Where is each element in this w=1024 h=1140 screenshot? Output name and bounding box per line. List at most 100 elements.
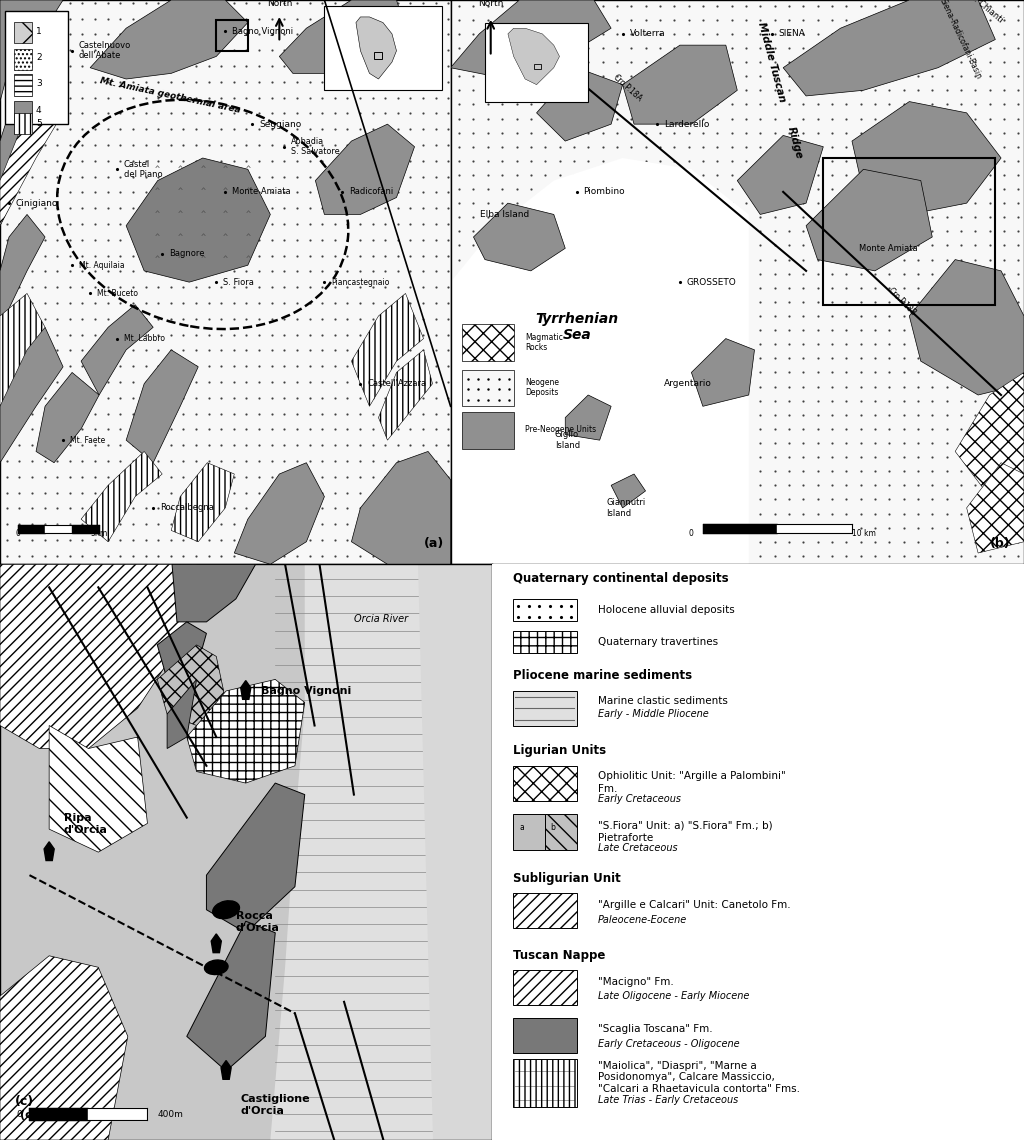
Text: ^: ^: [178, 255, 182, 264]
Bar: [513, 691, 577, 726]
Text: Mt. Aquilaia: Mt. Aquilaia: [79, 261, 125, 270]
Text: Volterra: Volterra: [630, 30, 666, 39]
Polygon shape: [36, 373, 99, 463]
Text: ^: ^: [156, 187, 160, 196]
Text: ^: ^: [223, 210, 227, 219]
Text: Fm.: Fm.: [598, 784, 617, 793]
Polygon shape: [241, 681, 251, 699]
Polygon shape: [221, 1060, 231, 1080]
Text: ^: ^: [156, 233, 160, 242]
Text: Late Trias - Early Cretaceous: Late Trias - Early Cretaceous: [598, 1094, 738, 1105]
Polygon shape: [852, 101, 1001, 214]
Bar: [545, 814, 577, 849]
Text: Ophiolitic Unit: "Argille a Palombini": Ophiolitic Unit: "Argille a Palombini": [598, 771, 785, 781]
Text: Mt. Amiata geothermal area: Mt. Amiata geothermal area: [99, 76, 242, 115]
Bar: [216, 19, 248, 51]
Polygon shape: [211, 934, 221, 953]
Polygon shape: [172, 564, 256, 621]
Polygon shape: [158, 645, 226, 725]
Text: Bagno Vignoni: Bagno Vignoni: [232, 26, 293, 35]
Text: "Argille e Calcari" Unit: Canetolo Fm.: "Argille e Calcari" Unit: Canetolo Fm.: [598, 901, 791, 910]
Text: ^: ^: [156, 210, 160, 219]
Bar: [13, 113, 32, 135]
Polygon shape: [379, 350, 432, 440]
Bar: [325, 6, 441, 90]
Text: ^: ^: [246, 233, 250, 242]
Polygon shape: [737, 136, 823, 214]
Polygon shape: [909, 260, 1024, 396]
Polygon shape: [186, 921, 275, 1070]
Text: Abbadia
S. Salvatore: Abbadia S. Salvatore: [291, 137, 339, 156]
Polygon shape: [186, 679, 305, 783]
Polygon shape: [0, 90, 63, 226]
Text: Marine clastic sediments: Marine clastic sediments: [598, 697, 728, 707]
Polygon shape: [0, 955, 128, 1140]
Text: Quaternary travertines: Quaternary travertines: [598, 637, 718, 648]
Text: Castel
del Piano: Castel del Piano: [124, 160, 163, 179]
Polygon shape: [270, 564, 492, 1140]
Text: SIENA: SIENA: [778, 30, 806, 39]
Text: Siena-Radicofani-Basin: Siena-Radicofani-Basin: [938, 0, 983, 81]
Polygon shape: [0, 214, 45, 327]
Text: (a): (a): [424, 537, 443, 551]
Bar: [513, 970, 577, 1005]
Bar: [513, 600, 577, 621]
Text: Cro.P.18B: Cro.P.18B: [887, 286, 919, 318]
Text: Early Cretaceous - Oligocene: Early Cretaceous - Oligocene: [598, 1039, 739, 1049]
Text: ^: ^: [223, 233, 227, 242]
Text: 4: 4: [36, 106, 42, 114]
Text: Radicofani: Radicofani: [349, 187, 393, 196]
Text: "Macigno" Fm.: "Macigno" Fm.: [598, 977, 674, 987]
Polygon shape: [81, 451, 162, 542]
Polygon shape: [623, 46, 737, 124]
Text: Castiglione
d'Orcia: Castiglione d'Orcia: [241, 1094, 310, 1116]
Text: Quaternary continental deposits: Quaternary continental deposits: [513, 571, 728, 585]
Text: Pre-Neogene Units: Pre-Neogene Units: [525, 425, 596, 434]
Text: Early Cretaceous: Early Cretaceous: [598, 795, 681, 804]
Text: Piancastegnaio: Piancastegnaio: [331, 278, 389, 286]
Polygon shape: [234, 463, 325, 564]
Text: Late Cretaceous: Late Cretaceous: [598, 844, 678, 853]
Polygon shape: [783, 0, 995, 96]
Polygon shape: [508, 28, 559, 84]
Polygon shape: [565, 396, 611, 440]
Text: Monte Amiata: Monte Amiata: [232, 187, 291, 196]
Text: ^: ^: [178, 165, 182, 173]
Polygon shape: [691, 339, 755, 406]
Text: Pietraforte: Pietraforte: [598, 832, 653, 842]
Text: a: a: [519, 823, 524, 832]
Text: Larderello: Larderello: [664, 120, 710, 129]
Text: 5Km: 5Km: [90, 529, 108, 538]
Text: Holocene alluvial deposits: Holocene alluvial deposits: [598, 605, 735, 616]
Bar: [462, 325, 514, 361]
Text: ^: ^: [178, 210, 182, 219]
Text: ^: ^: [223, 165, 227, 173]
Text: 10 km: 10 km: [852, 529, 876, 538]
Bar: [513, 1059, 577, 1107]
Text: ^: ^: [178, 233, 182, 242]
Text: Mt. Buceto: Mt. Buceto: [97, 288, 138, 298]
Bar: [823, 158, 995, 304]
Text: Cinigiano: Cinigiano: [15, 198, 58, 207]
Text: ^: ^: [201, 165, 205, 173]
Polygon shape: [49, 725, 147, 853]
Text: ^: ^: [201, 187, 205, 196]
Text: Elba Island: Elba Island: [480, 210, 529, 219]
Text: Posidonomya", Calcare Massiccio,: Posidonomya", Calcare Massiccio,: [598, 1073, 775, 1082]
Polygon shape: [451, 158, 749, 564]
Bar: [13, 74, 32, 96]
Polygon shape: [451, 0, 611, 79]
Text: 400m: 400m: [158, 1110, 183, 1119]
Text: North: North: [478, 0, 504, 8]
Text: ^: ^: [156, 165, 160, 173]
Bar: [13, 22, 32, 43]
Text: 0: 0: [16, 1110, 23, 1119]
Text: ^: ^: [246, 187, 250, 196]
Text: Ripa
d'Orcia: Ripa d'Orcia: [63, 813, 108, 834]
Text: (c): (c): [19, 1109, 37, 1119]
Text: Argentario: Argentario: [664, 380, 712, 389]
Text: 2: 2: [36, 54, 42, 62]
Polygon shape: [537, 67, 623, 141]
Ellipse shape: [205, 960, 228, 975]
Bar: [513, 1018, 577, 1052]
